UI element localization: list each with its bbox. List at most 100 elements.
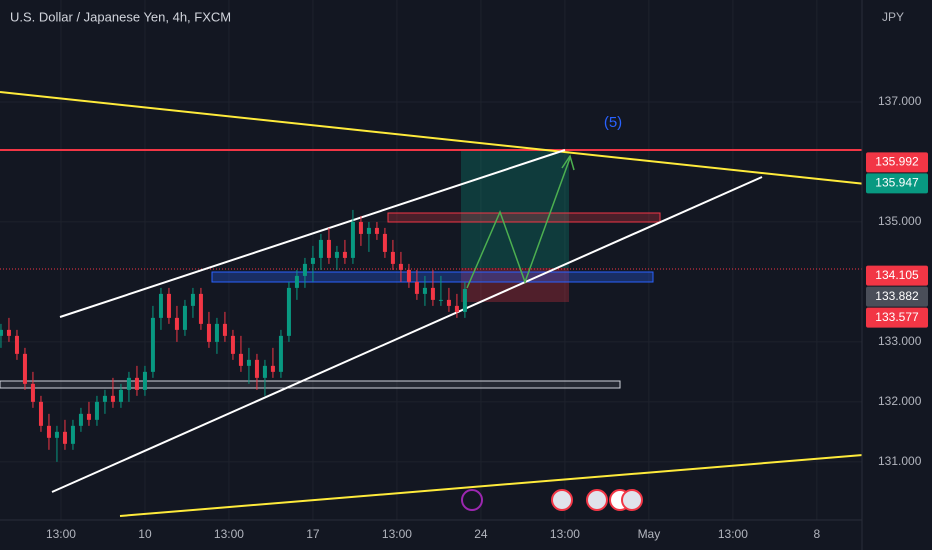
y-tick-label: 131.000 [878,454,922,468]
candle-body [462,288,467,312]
candle-body [278,335,283,372]
chart-title: U.S. Dollar / Japanese Yen, 4h, FXCM [10,9,231,24]
x-tick-label: 13:00 [718,527,748,541]
candle-body [350,221,355,258]
candle-body [62,431,67,444]
candle-body [246,359,251,366]
candle-body [342,251,347,258]
candle-body [166,293,171,318]
candle-body [86,413,91,420]
candle-body [366,227,371,234]
x-tick-label: 13:00 [214,527,244,541]
candle-body [158,293,163,318]
candle-body [254,359,259,378]
candle-body [230,335,235,354]
candle-body [6,329,11,336]
price-tag [866,286,928,307]
candle-body [198,293,203,324]
candle-body [390,251,395,264]
x-tick-label: 17 [306,527,320,541]
price-tag-label: 133.882 [875,289,919,303]
y-tick-label: 137.000 [878,94,922,108]
candle-body [414,281,419,294]
price-tag-label: 134.105 [875,268,919,282]
x-tick-label: 13:00 [382,527,412,541]
grid [0,0,862,520]
projection-path [466,157,571,289]
candle-body [270,365,275,372]
candle-body [222,323,227,336]
x-tick-label: 10 [138,527,152,541]
candle-body [294,275,299,288]
wave-label: (5) [604,114,622,131]
x-tick-label: 13:00 [550,527,580,541]
candle-body [406,269,411,282]
candle-body [334,251,339,258]
channel-line [59,149,566,318]
x-tick-label: 24 [474,527,488,541]
candle-body [206,323,211,342]
candle-body [454,305,459,312]
candle-body [78,413,83,426]
candle-body [262,365,267,378]
x-tick-label: 13:00 [46,527,76,541]
axis-labels: 13:00 10 13:00 17 13:00 24 13:00 May 13:00 8 131.0… [46,94,928,541]
candle-body [446,299,451,306]
price-tag [866,265,928,286]
candle-body [318,239,323,258]
candle-body [110,395,115,402]
candles [0,209,467,462]
stop-zone [461,268,569,302]
candle-body [398,263,403,270]
trend-line [119,453,876,517]
resistance-box [387,212,661,223]
candle-body [70,425,75,444]
candle-body [190,293,195,306]
candle-body [22,353,27,384]
candle-body [46,425,51,438]
candle-body [0,329,3,336]
price-tag [866,173,928,194]
candle-body [54,431,59,438]
price-tag [866,152,928,173]
candle-body [310,257,315,264]
candle-body [174,317,179,330]
y-tick-label: 135.000 [878,214,922,228]
projection-arrow [561,154,575,171]
x-tick-label: 8 [814,527,821,541]
x-tick-label: May [638,527,661,541]
event-icon[interactable] [461,489,483,511]
target-zone [461,150,569,268]
candle-body [422,287,427,294]
currency-label: JPY [882,10,904,24]
price-tag-label: 135.992 [875,155,919,169]
candle-body [182,305,187,330]
candle-body [438,299,443,301]
candle-body [150,317,155,372]
candle-body [302,263,307,276]
candle-body [326,239,331,258]
candle-body [142,371,147,390]
price-tag-label: 133.577 [875,310,919,324]
y-tick-label: 132.000 [878,394,922,408]
candle-body [30,383,35,402]
y-tick-label: 133.000 [878,334,922,348]
candle-body [430,287,435,300]
event-icon[interactable] [586,489,608,511]
candle-body [238,353,243,366]
candle-body [38,401,43,426]
candle-body [374,227,379,234]
candle-body [286,287,291,336]
candle-body [94,401,99,420]
candle-body [358,221,363,234]
candle-body [14,335,19,354]
candle-body [118,389,123,402]
channel-line [51,176,763,493]
event-icon[interactable] [621,489,643,511]
trend-line [0,91,876,186]
price-tag [866,307,928,328]
candle-body [134,377,139,390]
event-icon[interactable] [551,489,573,511]
candle-body [214,323,219,342]
